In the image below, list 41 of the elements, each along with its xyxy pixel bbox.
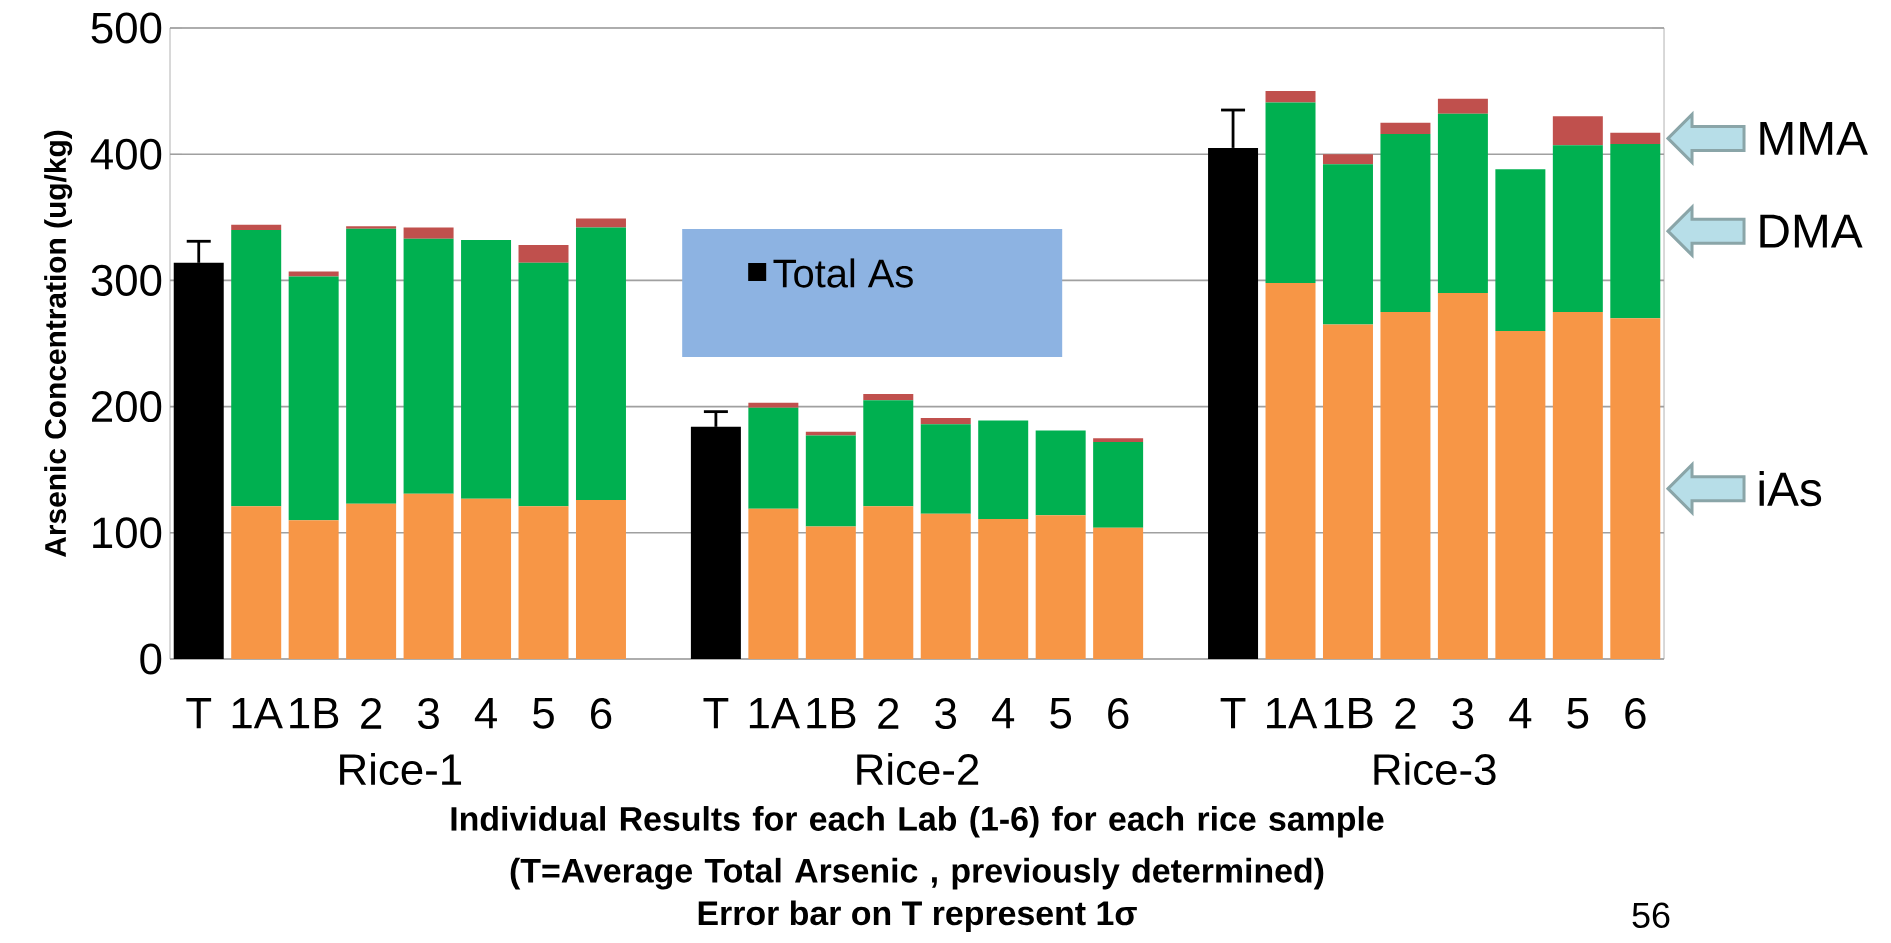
text: Rice-2	[857, 752, 979, 786]
y-tick-label: 300	[91, 264, 162, 296]
y-tick-label: 0	[140, 643, 162, 675]
x-tick-label: 6	[1625, 698, 1646, 730]
text: MMA	[1760, 121, 1868, 155]
x-tick-label: 6	[1108, 698, 1129, 730]
text: Rice-3	[1374, 752, 1496, 786]
y-axis-title: Arsenic Concentration (ug/kg)	[44, 130, 73, 557]
x-axis-title: Individual Results for each Lab (1-6) for each rice sample (T=Average Total Arsenic , previously determined)	[451, 806, 1384, 890]
y-tick-label: 200	[92, 391, 162, 423]
x-tick-label: 1B	[290, 698, 339, 729]
x-tick-label: 5	[1567, 698, 1589, 729]
x-tick-label: 3	[1452, 698, 1474, 730]
x-tick-label: 2	[878, 698, 899, 729]
x-tick-label: 1B	[807, 698, 856, 729]
x-tick-label: 1A	[749, 698, 801, 729]
x-tick-label: 1A	[232, 698, 283, 729]
x-tick-label: 6	[591, 698, 612, 730]
x-tick-label: T	[703, 698, 729, 729]
x-tick-label: 1B	[1324, 698, 1373, 729]
x-tick-label: 4	[992, 698, 1015, 729]
x-tick-label: 1A	[1267, 698, 1318, 729]
text: 56	[1632, 902, 1670, 928]
x-tick-label: 5	[1050, 698, 1072, 729]
x-tick-label: T	[186, 698, 212, 729]
y-tick-label: 400	[90, 138, 162, 170]
x-tick-label: 2	[361, 698, 382, 729]
x-tick-label: 3	[935, 698, 957, 730]
text: Rice-1	[340, 752, 462, 786]
x-tick-label: 2	[1395, 698, 1416, 729]
x-tick-label: 4	[1509, 698, 1532, 729]
y-tick-label: 100	[93, 517, 162, 549]
text: Error bar on T represent 1σ	[698, 900, 1137, 932]
x-tick-label: T	[1220, 698, 1246, 729]
x-tick-label: 4	[474, 698, 497, 729]
y-tick-label: 500	[91, 12, 162, 44]
x-tick-label: 5	[533, 698, 554, 729]
text: iAs	[1759, 471, 1822, 507]
legend-label: Total As	[773, 258, 913, 288]
text: DMA	[1760, 214, 1863, 248]
x-tick-label: 3	[418, 698, 439, 730]
